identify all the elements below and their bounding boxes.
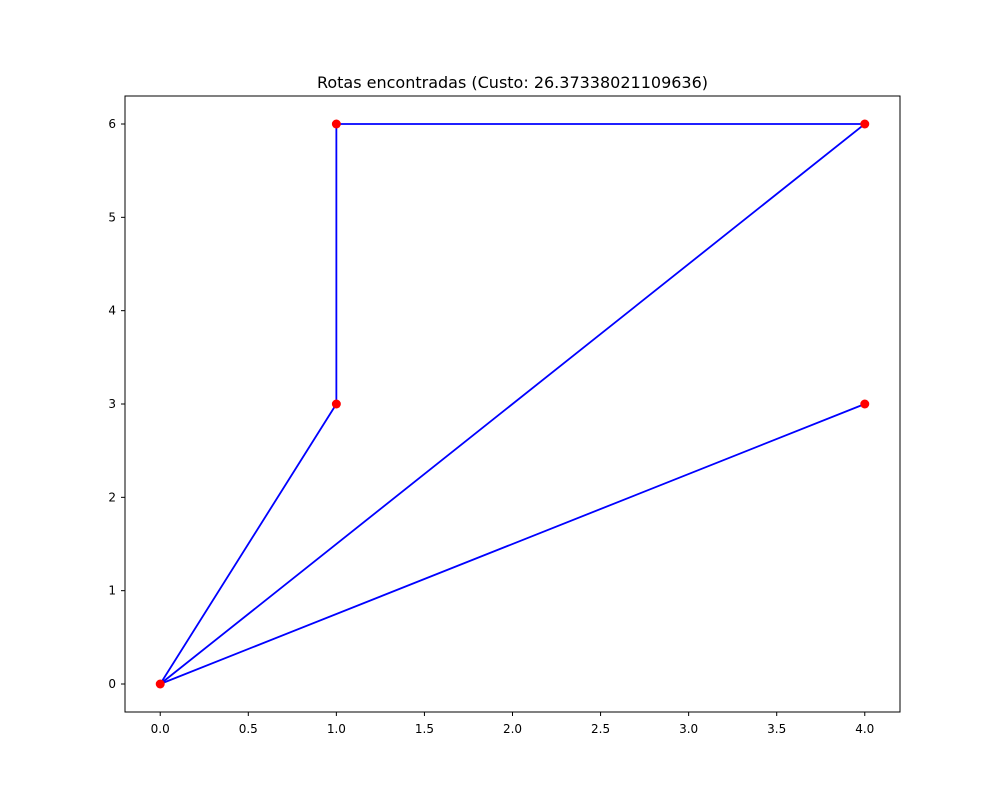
y-tick-label: 1 — [108, 584, 116, 598]
x-tick-label: 3.0 — [679, 722, 698, 736]
route-point-1 — [155, 679, 165, 689]
route-point-3 — [331, 119, 341, 129]
x-tick-label: 3.5 — [767, 722, 786, 736]
x-tick-label: 0.5 — [239, 722, 258, 736]
x-tick-label: 2.5 — [591, 722, 610, 736]
route-point-4 — [860, 119, 870, 129]
y-tick-label: 5 — [108, 210, 116, 224]
y-tick-label: 6 — [108, 117, 116, 131]
y-tick-label: 3 — [108, 397, 116, 411]
route-point-5 — [860, 399, 870, 409]
route-point-2 — [331, 399, 341, 409]
x-tick-label: 1.0 — [327, 722, 346, 736]
y-axis: 0 1 2 3 4 5 6 — [108, 117, 125, 691]
x-axis: 0.0 0.5 1.0 1.5 2.0 2.5 3.0 3.5 4.0 — [151, 712, 874, 736]
route-line-1 — [159, 123, 866, 685]
y-tick-label: 4 — [108, 304, 116, 318]
y-tick-label: 2 — [108, 490, 116, 504]
chart-title: Rotas encontradas (Custo: 26.37338021109… — [317, 73, 708, 92]
x-tick-label: 2.0 — [503, 722, 522, 736]
y-tick-label: 0 — [108, 677, 116, 691]
x-tick-label: 0.0 — [151, 722, 170, 736]
x-tick-label: 4.0 — [855, 722, 874, 736]
route-line-2 — [159, 403, 866, 685]
routes-layer — [159, 123, 866, 685]
x-tick-label: 1.5 — [415, 722, 434, 736]
points-layer — [155, 119, 870, 689]
